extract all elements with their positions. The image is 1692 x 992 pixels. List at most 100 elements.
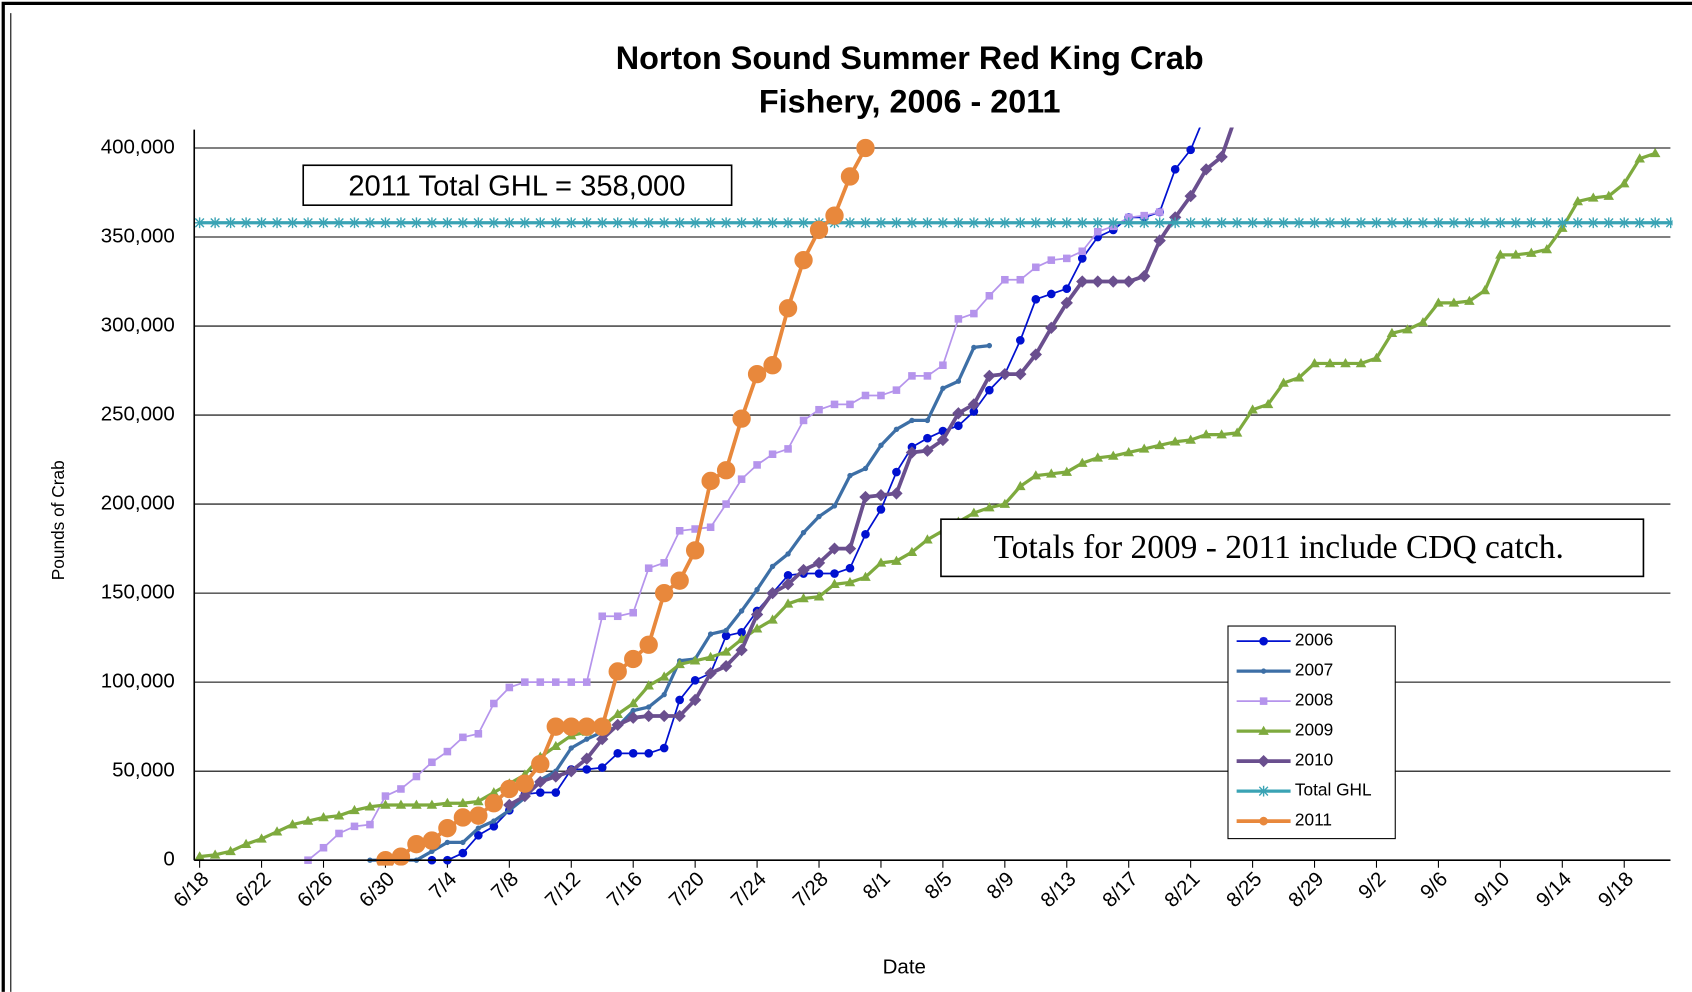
point: [706, 523, 715, 532]
point: [1402, 217, 1413, 229]
series: [503, 127, 1234, 812]
point: [1340, 358, 1351, 368]
point: [660, 559, 668, 567]
point: [194, 217, 206, 229]
point: [318, 812, 329, 822]
point: [287, 819, 298, 829]
point: [798, 217, 809, 229]
point: [1324, 358, 1336, 368]
point: [503, 217, 515, 229]
point: [813, 591, 825, 601]
point: [985, 385, 994, 395]
point: [937, 217, 949, 229]
point: [565, 765, 578, 778]
point: [922, 217, 933, 229]
x-axis-label: Date: [883, 956, 926, 979]
point: [750, 608, 764, 621]
point: [1587, 217, 1599, 229]
point: [891, 217, 902, 229]
point: [1649, 217, 1661, 229]
point: [986, 342, 993, 349]
point: [716, 461, 736, 480]
point: [968, 217, 980, 229]
point: [862, 465, 869, 472]
point: [783, 570, 793, 580]
point: [460, 839, 466, 846]
point: [381, 792, 390, 800]
point: [1186, 145, 1195, 155]
point: [816, 513, 822, 520]
point: [1603, 190, 1614, 200]
point: [909, 417, 915, 424]
point: [689, 217, 701, 229]
point: [843, 542, 857, 555]
point: [459, 733, 467, 742]
point: [674, 658, 685, 669]
point: [1091, 275, 1104, 288]
point: [1293, 217, 1305, 229]
point: [874, 489, 888, 502]
point: [271, 826, 283, 836]
point: [1371, 217, 1382, 229]
point: [225, 217, 236, 229]
point: [642, 709, 655, 723]
point: [860, 571, 871, 581]
point: [844, 217, 856, 229]
annotation-box: [940, 518, 1645, 578]
point: [1386, 217, 1398, 229]
point: [1510, 217, 1522, 229]
point: [892, 467, 901, 477]
point: [1077, 254, 1087, 263]
point: [411, 799, 422, 809]
point: [1259, 636, 1268, 646]
point: [999, 217, 1011, 229]
annotation-box: [302, 164, 733, 206]
point: [1032, 263, 1040, 272]
point: [457, 217, 469, 229]
point: [707, 631, 714, 637]
point: [582, 678, 591, 686]
point: [781, 578, 795, 591]
chart-title: Fishery, 2006 - 2011: [759, 83, 1061, 119]
point: [1494, 217, 1506, 229]
point: [1078, 247, 1087, 256]
point: [970, 309, 978, 318]
point: [519, 217, 531, 229]
point: [453, 808, 473, 827]
point: [500, 779, 519, 799]
point: [1154, 439, 1165, 450]
point: [940, 385, 946, 392]
point: [856, 138, 875, 158]
point: [1293, 372, 1305, 382]
point: [593, 717, 612, 736]
point: [1479, 217, 1491, 229]
legend-label: 2007: [1295, 660, 1333, 680]
point: [484, 794, 504, 813]
series: [194, 217, 1673, 229]
point: [287, 217, 298, 229]
legend-label: Total GHL: [1295, 780, 1372, 800]
point: [1247, 404, 1258, 414]
point: [597, 763, 607, 772]
point: [778, 299, 798, 318]
point: [754, 586, 760, 593]
point: [598, 612, 607, 621]
point: [906, 217, 918, 229]
point: [720, 646, 732, 656]
point: [674, 217, 686, 229]
point: [861, 391, 870, 400]
point: [782, 217, 794, 229]
point: [534, 217, 546, 229]
point: [815, 405, 823, 414]
point: [1093, 227, 1102, 236]
point: [673, 709, 686, 723]
point: [627, 711, 640, 724]
point: [577, 717, 596, 736]
point: [1541, 244, 1553, 254]
point: [474, 729, 483, 738]
point: [688, 693, 702, 707]
point: [732, 409, 751, 428]
point: [658, 709, 671, 723]
